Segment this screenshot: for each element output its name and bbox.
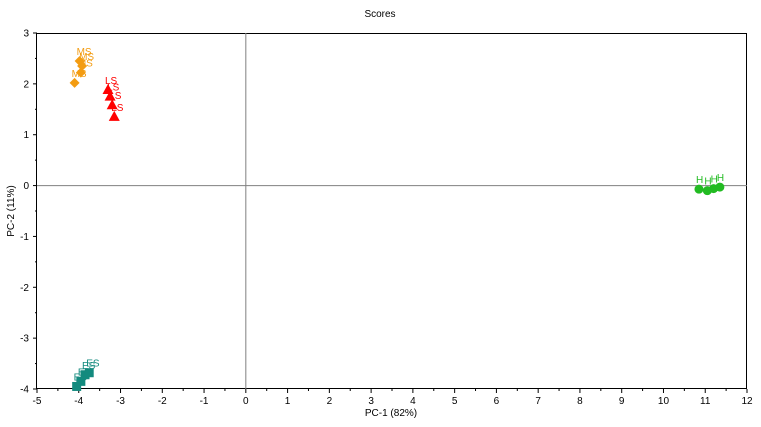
point-triangle — [102, 83, 114, 94]
y-tick-label: 0 — [23, 181, 29, 192]
point-circle — [715, 182, 725, 192]
point-label: ES — [86, 359, 100, 370]
x-tick-label: 0 — [243, 396, 249, 407]
point-label: H — [717, 173, 724, 184]
y-tick-label: 1 — [23, 130, 29, 141]
point-triangle — [106, 99, 118, 110]
point-square — [76, 376, 86, 386]
point-label: MS — [79, 52, 94, 63]
point-label: LS — [107, 83, 120, 94]
point-label: LS — [111, 103, 124, 114]
x-tick-label: 10 — [658, 396, 670, 407]
x-tick-label: 1 — [285, 396, 291, 407]
point-triangle — [108, 110, 120, 121]
y-axis-title: PC-2 (11%) — [6, 185, 17, 237]
x-tick-label: -3 — [116, 396, 125, 407]
data-marks: MSMSMSMSLSLSLSLSHHHHESESESES — [69, 47, 725, 391]
x-tick-label: 8 — [577, 396, 583, 407]
x-tick-label: 11 — [700, 396, 711, 407]
x-tick-label: 4 — [410, 396, 416, 407]
y-tick-label: -3 — [20, 334, 29, 345]
point-triangle — [104, 90, 116, 101]
point-label: H — [711, 175, 718, 186]
y-tick-label: 2 — [23, 79, 29, 90]
x-tick-label: 9 — [619, 396, 625, 407]
point-label: MS — [77, 47, 92, 58]
point-label: MS — [78, 59, 93, 70]
point-diamond — [74, 55, 85, 66]
point-diamond — [69, 77, 80, 88]
point-square — [72, 381, 82, 391]
y-tick-label: -1 — [20, 232, 29, 243]
x-tick-label: -2 — [158, 396, 167, 407]
x-tick-label: -4 — [74, 396, 83, 407]
x-tick-label: 12 — [741, 396, 753, 407]
x-tick-label: -5 — [33, 396, 42, 407]
point-square — [84, 368, 94, 378]
point-label: H — [696, 175, 703, 186]
point-label: LS — [105, 76, 118, 87]
y-tick-label: -4 — [20, 385, 29, 396]
x-tick-label: 2 — [327, 396, 333, 407]
point-circle — [694, 184, 704, 194]
chart-title: Scores — [364, 9, 395, 20]
point-label: ES — [82, 361, 96, 372]
x-axis-title: PC-1 (82%) — [365, 408, 417, 419]
x-tick-label: 6 — [494, 396, 500, 407]
point-diamond — [75, 67, 86, 78]
x-tick-label: 3 — [368, 396, 374, 407]
x-tick-label: 5 — [452, 396, 458, 407]
plot-frame — [36, 33, 747, 389]
y-tick-label: -2 — [20, 283, 29, 294]
point-label: LS — [109, 91, 122, 102]
y-tick-label: 3 — [23, 29, 29, 40]
point-label: H — [704, 177, 711, 188]
x-tick-label: 7 — [535, 396, 541, 407]
x-tick-label: -1 — [200, 396, 209, 407]
